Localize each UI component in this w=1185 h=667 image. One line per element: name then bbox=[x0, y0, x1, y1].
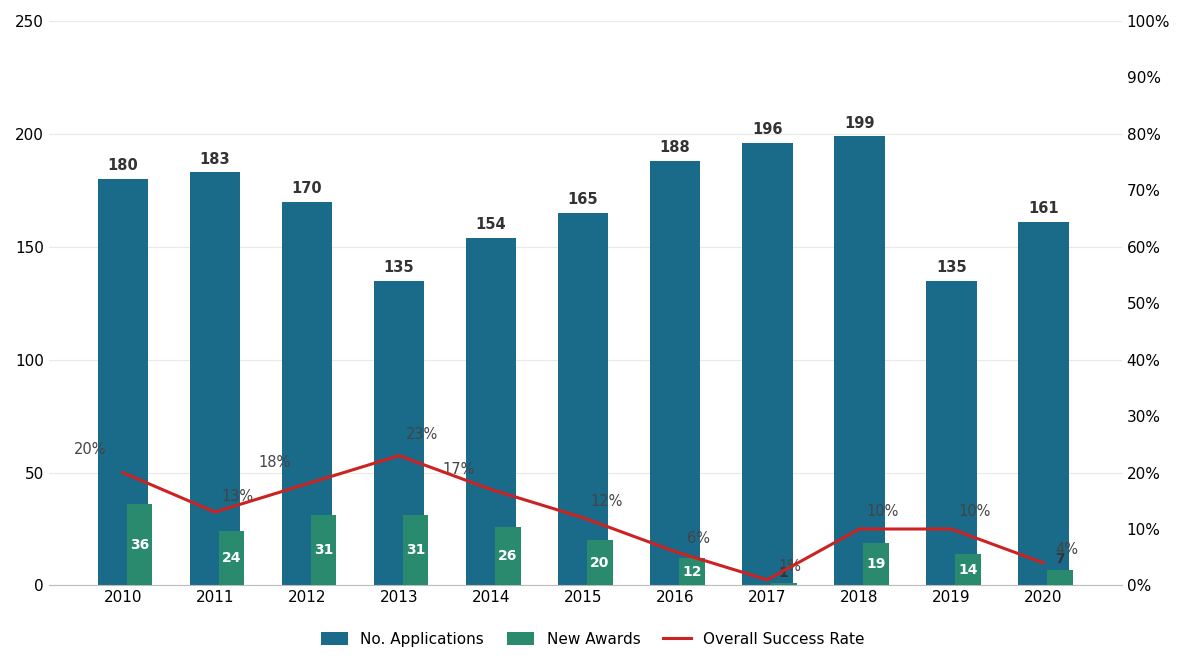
Text: 19: 19 bbox=[866, 557, 885, 571]
Bar bbox=[863, 542, 889, 586]
Bar bbox=[466, 237, 517, 586]
Line: Overall Success Rate: Overall Success Rate bbox=[123, 456, 1044, 580]
Text: 196: 196 bbox=[752, 122, 782, 137]
Bar bbox=[558, 213, 608, 586]
Text: 7: 7 bbox=[1055, 552, 1065, 566]
Text: 12: 12 bbox=[683, 565, 702, 579]
Overall Success Rate bbox=[1037, 559, 1051, 567]
Bar bbox=[127, 504, 153, 586]
Text: 4%: 4% bbox=[1055, 542, 1078, 557]
Text: 188: 188 bbox=[660, 140, 691, 155]
Text: 1: 1 bbox=[779, 566, 789, 580]
Text: 199: 199 bbox=[844, 115, 875, 131]
Text: 31: 31 bbox=[406, 544, 425, 558]
Bar bbox=[587, 540, 613, 586]
Text: 12%: 12% bbox=[590, 494, 622, 509]
Bar bbox=[282, 201, 332, 586]
Text: 135: 135 bbox=[384, 260, 415, 275]
Overall Success Rate bbox=[300, 480, 314, 488]
Bar bbox=[1018, 222, 1069, 586]
Bar bbox=[742, 143, 793, 586]
Text: 165: 165 bbox=[568, 192, 598, 207]
Text: 24: 24 bbox=[222, 552, 242, 566]
Bar bbox=[218, 531, 244, 586]
Bar bbox=[679, 558, 705, 586]
Text: 14: 14 bbox=[959, 563, 978, 577]
Text: 6%: 6% bbox=[686, 531, 710, 546]
Text: 170: 170 bbox=[292, 181, 322, 196]
Overall Success Rate bbox=[392, 452, 406, 460]
Text: 180: 180 bbox=[108, 158, 139, 173]
Overall Success Rate bbox=[576, 514, 590, 522]
Overall Success Rate bbox=[668, 548, 683, 556]
Text: 36: 36 bbox=[130, 538, 149, 552]
Overall Success Rate bbox=[207, 508, 222, 516]
Overall Success Rate bbox=[760, 576, 774, 584]
Text: 20%: 20% bbox=[75, 442, 107, 457]
Text: 20: 20 bbox=[590, 556, 609, 570]
Bar bbox=[955, 554, 981, 586]
Bar bbox=[834, 136, 885, 586]
Text: 161: 161 bbox=[1029, 201, 1058, 216]
Text: 26: 26 bbox=[498, 549, 518, 563]
Text: 154: 154 bbox=[475, 217, 506, 232]
Bar bbox=[190, 172, 241, 586]
Text: 23%: 23% bbox=[406, 426, 438, 442]
Bar bbox=[403, 516, 429, 586]
Text: 10%: 10% bbox=[959, 504, 991, 519]
Text: 135: 135 bbox=[936, 260, 967, 275]
Bar bbox=[495, 527, 520, 586]
Overall Success Rate bbox=[852, 525, 866, 533]
Text: 10%: 10% bbox=[866, 504, 898, 519]
Bar bbox=[925, 281, 976, 586]
Bar bbox=[649, 161, 700, 586]
Text: 183: 183 bbox=[199, 151, 230, 167]
Overall Success Rate bbox=[944, 525, 959, 533]
Text: 31: 31 bbox=[314, 544, 333, 558]
Overall Success Rate bbox=[483, 486, 498, 494]
Bar bbox=[310, 516, 337, 586]
Text: 17%: 17% bbox=[443, 462, 475, 477]
Legend: No. Applications, New Awards, Overall Success Rate: No. Applications, New Awards, Overall Su… bbox=[314, 626, 871, 653]
Bar bbox=[771, 583, 796, 586]
Text: 1%: 1% bbox=[779, 559, 802, 574]
Bar bbox=[97, 179, 148, 586]
Text: 13%: 13% bbox=[222, 489, 254, 504]
Text: 18%: 18% bbox=[258, 455, 290, 470]
Bar bbox=[1048, 570, 1072, 586]
Overall Success Rate bbox=[116, 468, 130, 476]
Bar bbox=[373, 281, 424, 586]
